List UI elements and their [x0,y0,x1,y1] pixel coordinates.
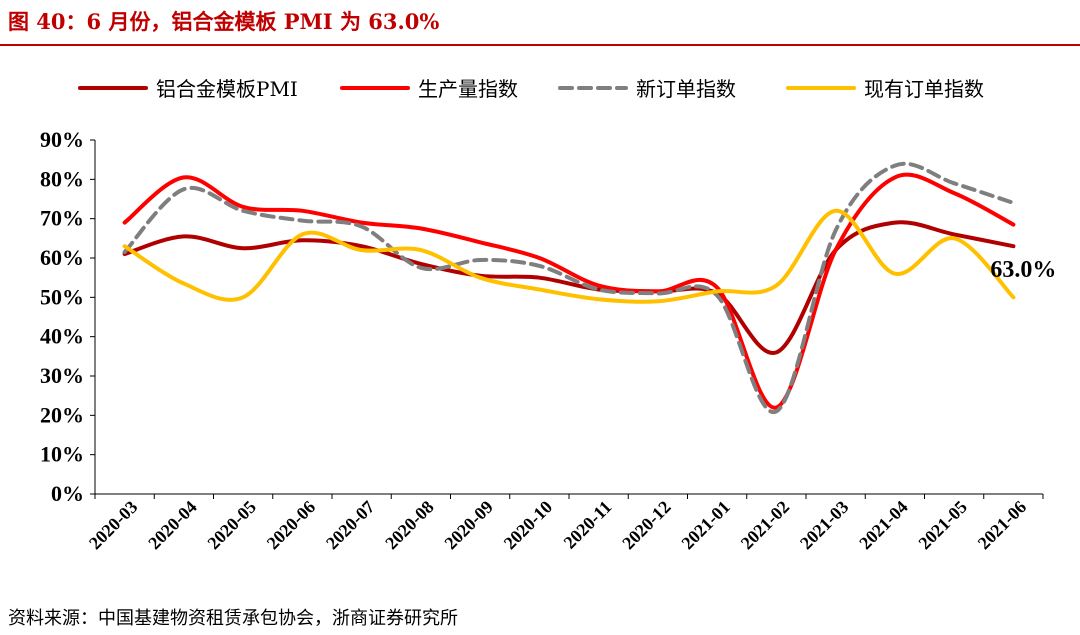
y-tick-label: 70% [40,206,84,231]
y-tick-label: 20% [40,402,84,427]
series-line-3 [122,161,1016,414]
y-tick-label: 50% [40,284,84,309]
chart-series [122,161,1016,414]
y-tick-label: 90% [40,127,84,152]
x-tick-label: 2021-03 [796,497,853,554]
source-note: 资料来源：中国基建物资租赁承包协会，浙商证券研究所 [8,608,458,629]
chart-axes: 0%10%20%30%40%50%60%70%80%90%2020-03 2020… [40,127,1044,554]
y-tick-label: 80% [40,166,84,191]
legend-label-1: 铝合金模板PMI [156,77,298,101]
chart-legend: 铝合金模板PMI 生产量指数 新订单指数 现有订单指数 [78,77,984,101]
legend-label-4: 现有订单指数 [864,77,984,101]
x-tick-label: 2020-12 [618,497,675,554]
y-tick-label: 60% [40,245,84,270]
x-tick-label: 2021-01 [677,497,734,554]
x-tick-label: 2021-04 [855,497,912,554]
x-tick-label: 2020-08 [381,497,438,554]
figure-title: 图 40：6 月份，铝合金模板 PMI 为 63.0% [8,9,440,34]
x-tick-label: 2021-02 [737,497,794,554]
x-tick-label: 2020-06 [263,497,320,554]
x-tick-label: 2020-07 [322,497,379,554]
series-line-4 [122,208,1016,304]
x-tick-label: 2020-11 [560,497,616,553]
y-tick-label: 0% [51,481,84,506]
x-tick-label: 2020-05 [203,497,260,554]
chart-annotations: 63.0% [990,257,1056,283]
y-tick-label: 10% [40,442,84,467]
x-tick-label: 2020-03 [85,497,142,554]
x-tick-label: 2020-04 [144,497,201,554]
x-tick-label: 2021-05 [914,497,971,554]
line-chart: 铝合金模板PMI 生产量指数 新订单指数 现有订单指数 0% 10% 20% 30% 40% 5… [40,77,1056,554]
y-tick-label: 40% [40,324,84,349]
data-label-pmi-2021-06: 63.0% [990,257,1056,283]
series-line-2 [122,172,1016,410]
legend-label-2: 生产量指数 [418,77,518,101]
legend-label-3: 新订单指数 [636,77,736,101]
title-rule [0,44,1080,46]
x-tick-label: 2021-06 [974,497,1031,554]
x-tick-label: 2020-09 [440,497,497,554]
x-tick-label: 2020-10 [500,497,557,554]
y-tick-label: 30% [40,363,84,388]
